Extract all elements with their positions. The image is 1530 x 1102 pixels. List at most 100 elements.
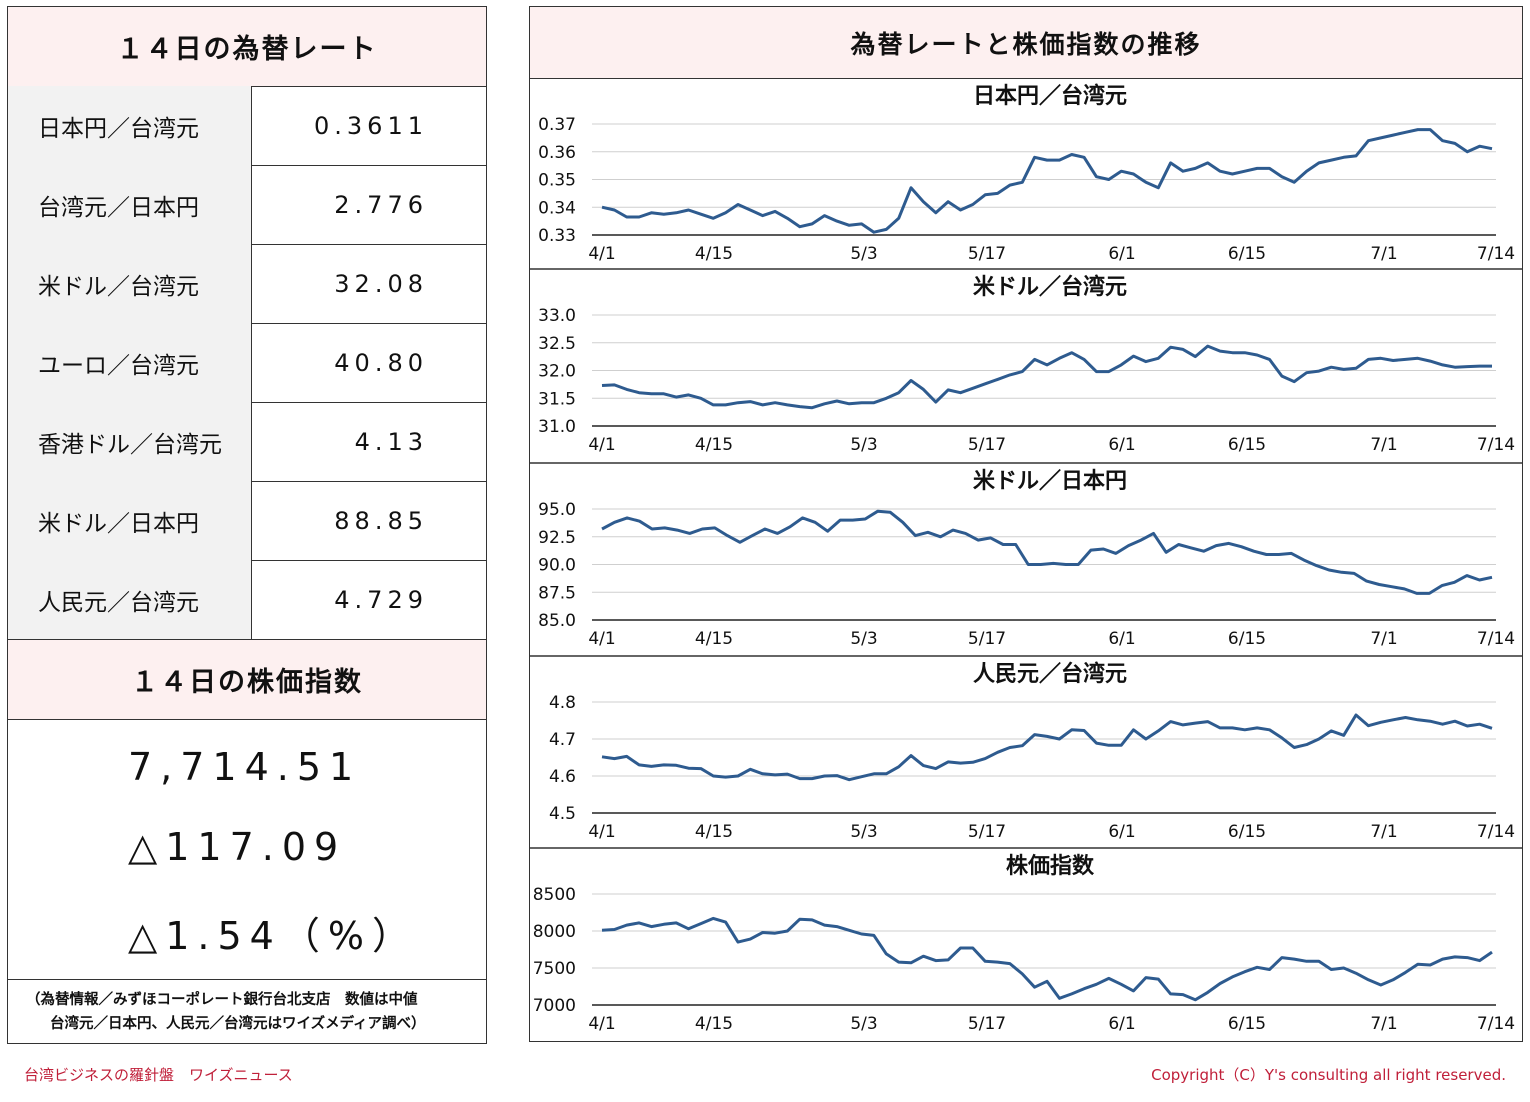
x-tick-label: 7/1: [1370, 629, 1397, 649]
footer-right: Copyright（C）Y's consulting all right res…: [1151, 1066, 1506, 1084]
rate-value: 32.08: [334, 269, 428, 298]
x-tick-label: 4/15: [695, 244, 733, 264]
x-tick-label: 7/14: [1477, 435, 1515, 455]
y-tick-label: 4.6: [549, 767, 576, 787]
x-tick-label: 6/1: [1108, 629, 1135, 649]
rate-row: 米ドル／日本円 88.85: [8, 481, 486, 561]
x-tick-label: 7/14: [1477, 629, 1515, 649]
footer-left: 台湾ビジネスの羅針盤 ワイズニュース: [24, 1066, 293, 1084]
rate-label: 人民元／台湾元: [8, 560, 252, 639]
x-tick-label: 7/14: [1477, 1014, 1515, 1034]
stock-title: １４日の株価指数: [8, 639, 486, 720]
x-tick-label: 4/15: [695, 629, 733, 649]
x-tick-label: 5/17: [968, 822, 1006, 842]
series-line: [601, 509, 1493, 595]
y-tick-label: 33.0: [538, 306, 576, 326]
rate-row: 台湾元／日本円 2.776: [8, 165, 486, 245]
charts-panel: 為替レートと株価指数の推移 日本円／台湾元 0.37 0.36 0.35 0.34 0.3…: [529, 6, 1523, 1042]
x-tick-label: 5/17: [968, 244, 1006, 264]
x-tick-label: 6/15: [1228, 435, 1266, 455]
x-tick-label: 7/1: [1370, 244, 1397, 264]
x-tick-label: 6/15: [1228, 1014, 1266, 1034]
y-tick-label: 0.33: [538, 226, 576, 246]
rate-row: ユーロ／台湾元 40.80: [8, 323, 486, 403]
charts-svg: 日本円／台湾元 0.37 0.36 0.35 0.34 0.33 4/1 4/15 5/3 5/1…: [530, 83, 1522, 1034]
stock-value: 7,714.51: [128, 745, 362, 789]
rates-title: １４日の為替レート: [8, 7, 486, 87]
y-tick-label: 92.5: [538, 528, 576, 548]
chart-title: 米ドル／日本円: [973, 469, 1127, 494]
x-tick-label: 4/1: [588, 1014, 615, 1034]
x-tick-label: 4/1: [588, 244, 615, 264]
y-tick-label: 90.0: [538, 556, 576, 576]
rate-value: 4.13: [354, 427, 428, 456]
y-tick-label: 32.0: [538, 362, 576, 382]
source-note-line2: 台湾元／日本円、人民元／台湾元はワイズメディア調べ）: [50, 1016, 426, 1032]
x-tick-label: 6/1: [1108, 1014, 1135, 1034]
x-tick-label: 6/1: [1108, 822, 1135, 842]
y-tick-label: 7000: [533, 996, 576, 1016]
x-tick-label: 6/1: [1108, 435, 1135, 455]
chart-title: 米ドル／台湾元: [973, 274, 1127, 300]
x-tick-label: 5/3: [850, 1014, 877, 1034]
source-note: （為替情報／みずほコーポレート銀行台北支店 数値は中値 台湾元／日本円、人民元／…: [8, 979, 486, 1043]
rate-value: 2.776: [334, 190, 428, 219]
rate-label: 米ドル／日本円: [8, 481, 252, 560]
rate-row: 米ドル／台湾元 32.08: [8, 244, 486, 324]
chart-title: 人民元／台湾元: [973, 661, 1127, 687]
x-tick-label: 4/15: [695, 822, 733, 842]
rate-row: 香港ドル／台湾元 4.13: [8, 402, 486, 482]
y-tick-label: 95.0: [538, 500, 576, 520]
y-tick-label: 4.8: [549, 693, 576, 713]
x-tick-label: 7/1: [1370, 822, 1397, 842]
x-tick-label: 6/15: [1228, 822, 1266, 842]
x-tick-label: 5/3: [850, 435, 877, 455]
x-tick-label: 7/1: [1370, 1014, 1397, 1034]
y-tick-label: 87.5: [538, 583, 576, 603]
chart-title: 株価指数: [1006, 853, 1095, 879]
rate-value: 0.3611: [314, 111, 428, 140]
x-tick-label: 7/14: [1477, 244, 1515, 264]
source-note-line1: （為替情報／みずほコーポレート銀行台北支店 数値は中値: [26, 992, 418, 1008]
x-tick-label: 7/1: [1370, 435, 1397, 455]
y-tick-label: 0.34: [538, 198, 576, 218]
x-tick-label: 4/15: [695, 435, 733, 455]
y-tick-label: 31.0: [538, 417, 576, 437]
x-tick-label: 5/17: [968, 629, 1006, 649]
rate-label: 米ドル／台湾元: [8, 244, 252, 323]
x-tick-label: 6/15: [1228, 244, 1266, 264]
y-tick-label: 8500: [533, 885, 576, 905]
x-tick-label: 4/1: [588, 435, 615, 455]
x-tick-label: 5/17: [968, 435, 1006, 455]
charts-header: 為替レートと株価指数の推移: [530, 7, 1522, 79]
rate-value: 4.729: [334, 585, 428, 614]
y-tick-label: 0.37: [538, 115, 576, 135]
x-tick-label: 4/1: [588, 629, 615, 649]
rate-label: ユーロ／台湾元: [8, 323, 252, 402]
x-tick-label: 4/1: [588, 822, 615, 842]
y-tick-label: 0.35: [538, 171, 576, 191]
y-tick-label: 32.5: [538, 334, 576, 354]
rate-label: 日本円／台湾元: [8, 86, 252, 165]
x-tick-label: 4/15: [695, 1014, 733, 1034]
series-line: [601, 713, 1493, 782]
x-tick-label: 7/14: [1477, 822, 1515, 842]
y-tick-label: 8000: [533, 922, 576, 942]
chart-title: 日本円／台湾元: [973, 83, 1127, 109]
y-tick-label: 0.36: [538, 143, 576, 163]
series-line: [601, 128, 1493, 234]
series-line: [601, 916, 1493, 1002]
stock-percent: △1.54（%）: [128, 914, 418, 958]
rate-label: 台湾元／日本円: [8, 165, 252, 244]
y-tick-label: 31.5: [538, 389, 576, 409]
x-tick-label: 6/15: [1228, 629, 1266, 649]
rate-value: 88.85: [334, 506, 428, 535]
x-tick-label: 5/3: [850, 629, 877, 649]
rate-row: 人民元／台湾元 4.729: [8, 560, 486, 640]
y-tick-label: 4.7: [549, 730, 576, 750]
x-tick-label: 5/3: [850, 244, 877, 264]
y-tick-label: 85.0: [538, 611, 576, 631]
series-line: [601, 344, 1492, 410]
y-tick-label: 7500: [533, 959, 576, 979]
y-tick-label: 4.5: [549, 804, 576, 824]
